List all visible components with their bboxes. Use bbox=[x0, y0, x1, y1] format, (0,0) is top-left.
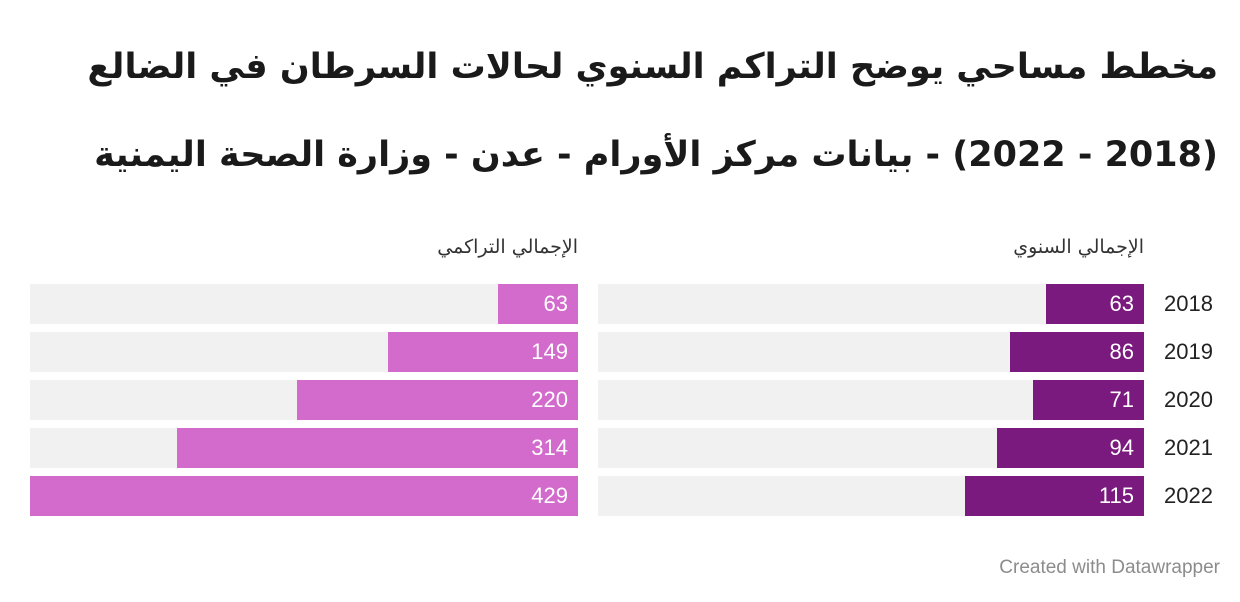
cumulative-bar[interactable]: 149 bbox=[387, 332, 578, 372]
year-label: 2021 bbox=[1164, 435, 1213, 460]
annual-bar-track: 94 bbox=[598, 428, 1144, 468]
annual-total-header: الإجمالي السنوي bbox=[1013, 236, 1144, 258]
annual-bar-value: 86 bbox=[1109, 339, 1134, 364]
cumulative-bar-value: 220 bbox=[531, 387, 568, 412]
cumulative-bar-value: 314 bbox=[531, 435, 568, 460]
cumulative-bar-track: 429 bbox=[30, 476, 578, 516]
annual-bar-value: 63 bbox=[1109, 291, 1134, 316]
annual-bar-track: 86 bbox=[598, 332, 1144, 372]
cumulative-bar[interactable]: 220 bbox=[296, 380, 578, 420]
annual-bar[interactable]: 115 bbox=[964, 476, 1144, 516]
cumulative-bar-value: 429 bbox=[531, 483, 568, 508]
annual-bar-value: 94 bbox=[1109, 435, 1134, 460]
cumulative-bar-track: 314 bbox=[30, 428, 578, 468]
annual-bar-value: 115 bbox=[1098, 483, 1134, 508]
annual-bar-track: 115 bbox=[598, 476, 1144, 516]
cumulative-bar[interactable]: 314 bbox=[176, 428, 578, 468]
chart-title: مخطط مساحي يوضح التراكم السنوي لحالات ال… bbox=[87, 47, 1218, 87]
annual-bar[interactable]: 86 bbox=[1009, 332, 1144, 372]
year-label: 2020 bbox=[1164, 387, 1213, 412]
cumulative-bar-track: 63 bbox=[30, 284, 578, 324]
annual-bar-track: 71 bbox=[598, 380, 1144, 420]
chart-subtitle: (2018 - 2022) - بيانات مركز الأورام - عد… bbox=[94, 135, 1218, 175]
year-label: 2019 bbox=[1164, 339, 1213, 364]
datawrapper-credit[interactable]: Created with Datawrapper bbox=[999, 557, 1220, 578]
annual-bar-track: 63 bbox=[598, 284, 1144, 324]
annual-bar-value: 71 bbox=[1109, 387, 1134, 412]
cumulative-total-header: الإجمالي التراكمي bbox=[437, 236, 578, 258]
year-label: 2018 bbox=[1164, 291, 1213, 316]
cumulative-bar-value: 63 bbox=[543, 291, 568, 316]
annual-bar[interactable]: 94 bbox=[997, 428, 1144, 468]
cumulative-bar-track: 220 bbox=[30, 380, 578, 420]
annual-bar[interactable]: 71 bbox=[1033, 380, 1144, 420]
year-label: 2022 bbox=[1164, 483, 1213, 508]
cumulative-bar-value: 149 bbox=[531, 339, 568, 364]
annual-bar[interactable]: 63 bbox=[1045, 284, 1144, 324]
cumulative-bar[interactable]: 429 bbox=[30, 476, 578, 516]
cumulative-bar[interactable]: 63 bbox=[497, 284, 578, 324]
cumulative-bar-track: 149 bbox=[30, 332, 578, 372]
